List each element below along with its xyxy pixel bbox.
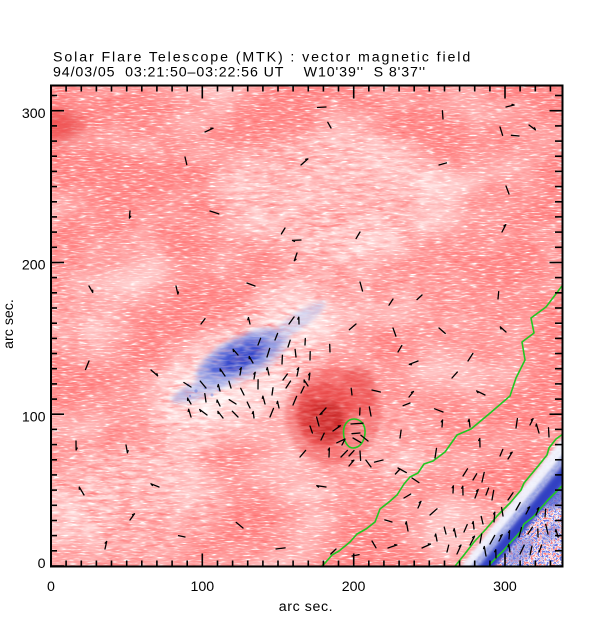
svg-text:100: 100	[190, 579, 214, 595]
svg-text:200: 200	[342, 579, 366, 595]
svg-text:0: 0	[38, 556, 46, 572]
svg-text:200: 200	[22, 258, 46, 274]
svg-text:0: 0	[47, 579, 55, 595]
svg-text:arc sec.: arc sec.	[1, 299, 17, 349]
svg-text:300: 300	[22, 106, 46, 122]
svg-text:Solar Flare Telescope (MTK) :: Solar Flare Telescope (MTK) : vector mag…	[53, 50, 472, 66]
svg-text:300: 300	[493, 579, 517, 595]
svg-text:94/03/05 03:21:50–03:22:56 UT: 94/03/05 03:21:50–03:22:56 UT W10'39'' S…	[53, 65, 426, 81]
svg-text:arc sec.: arc sec.	[279, 599, 333, 615]
svg-text:100: 100	[22, 410, 46, 426]
